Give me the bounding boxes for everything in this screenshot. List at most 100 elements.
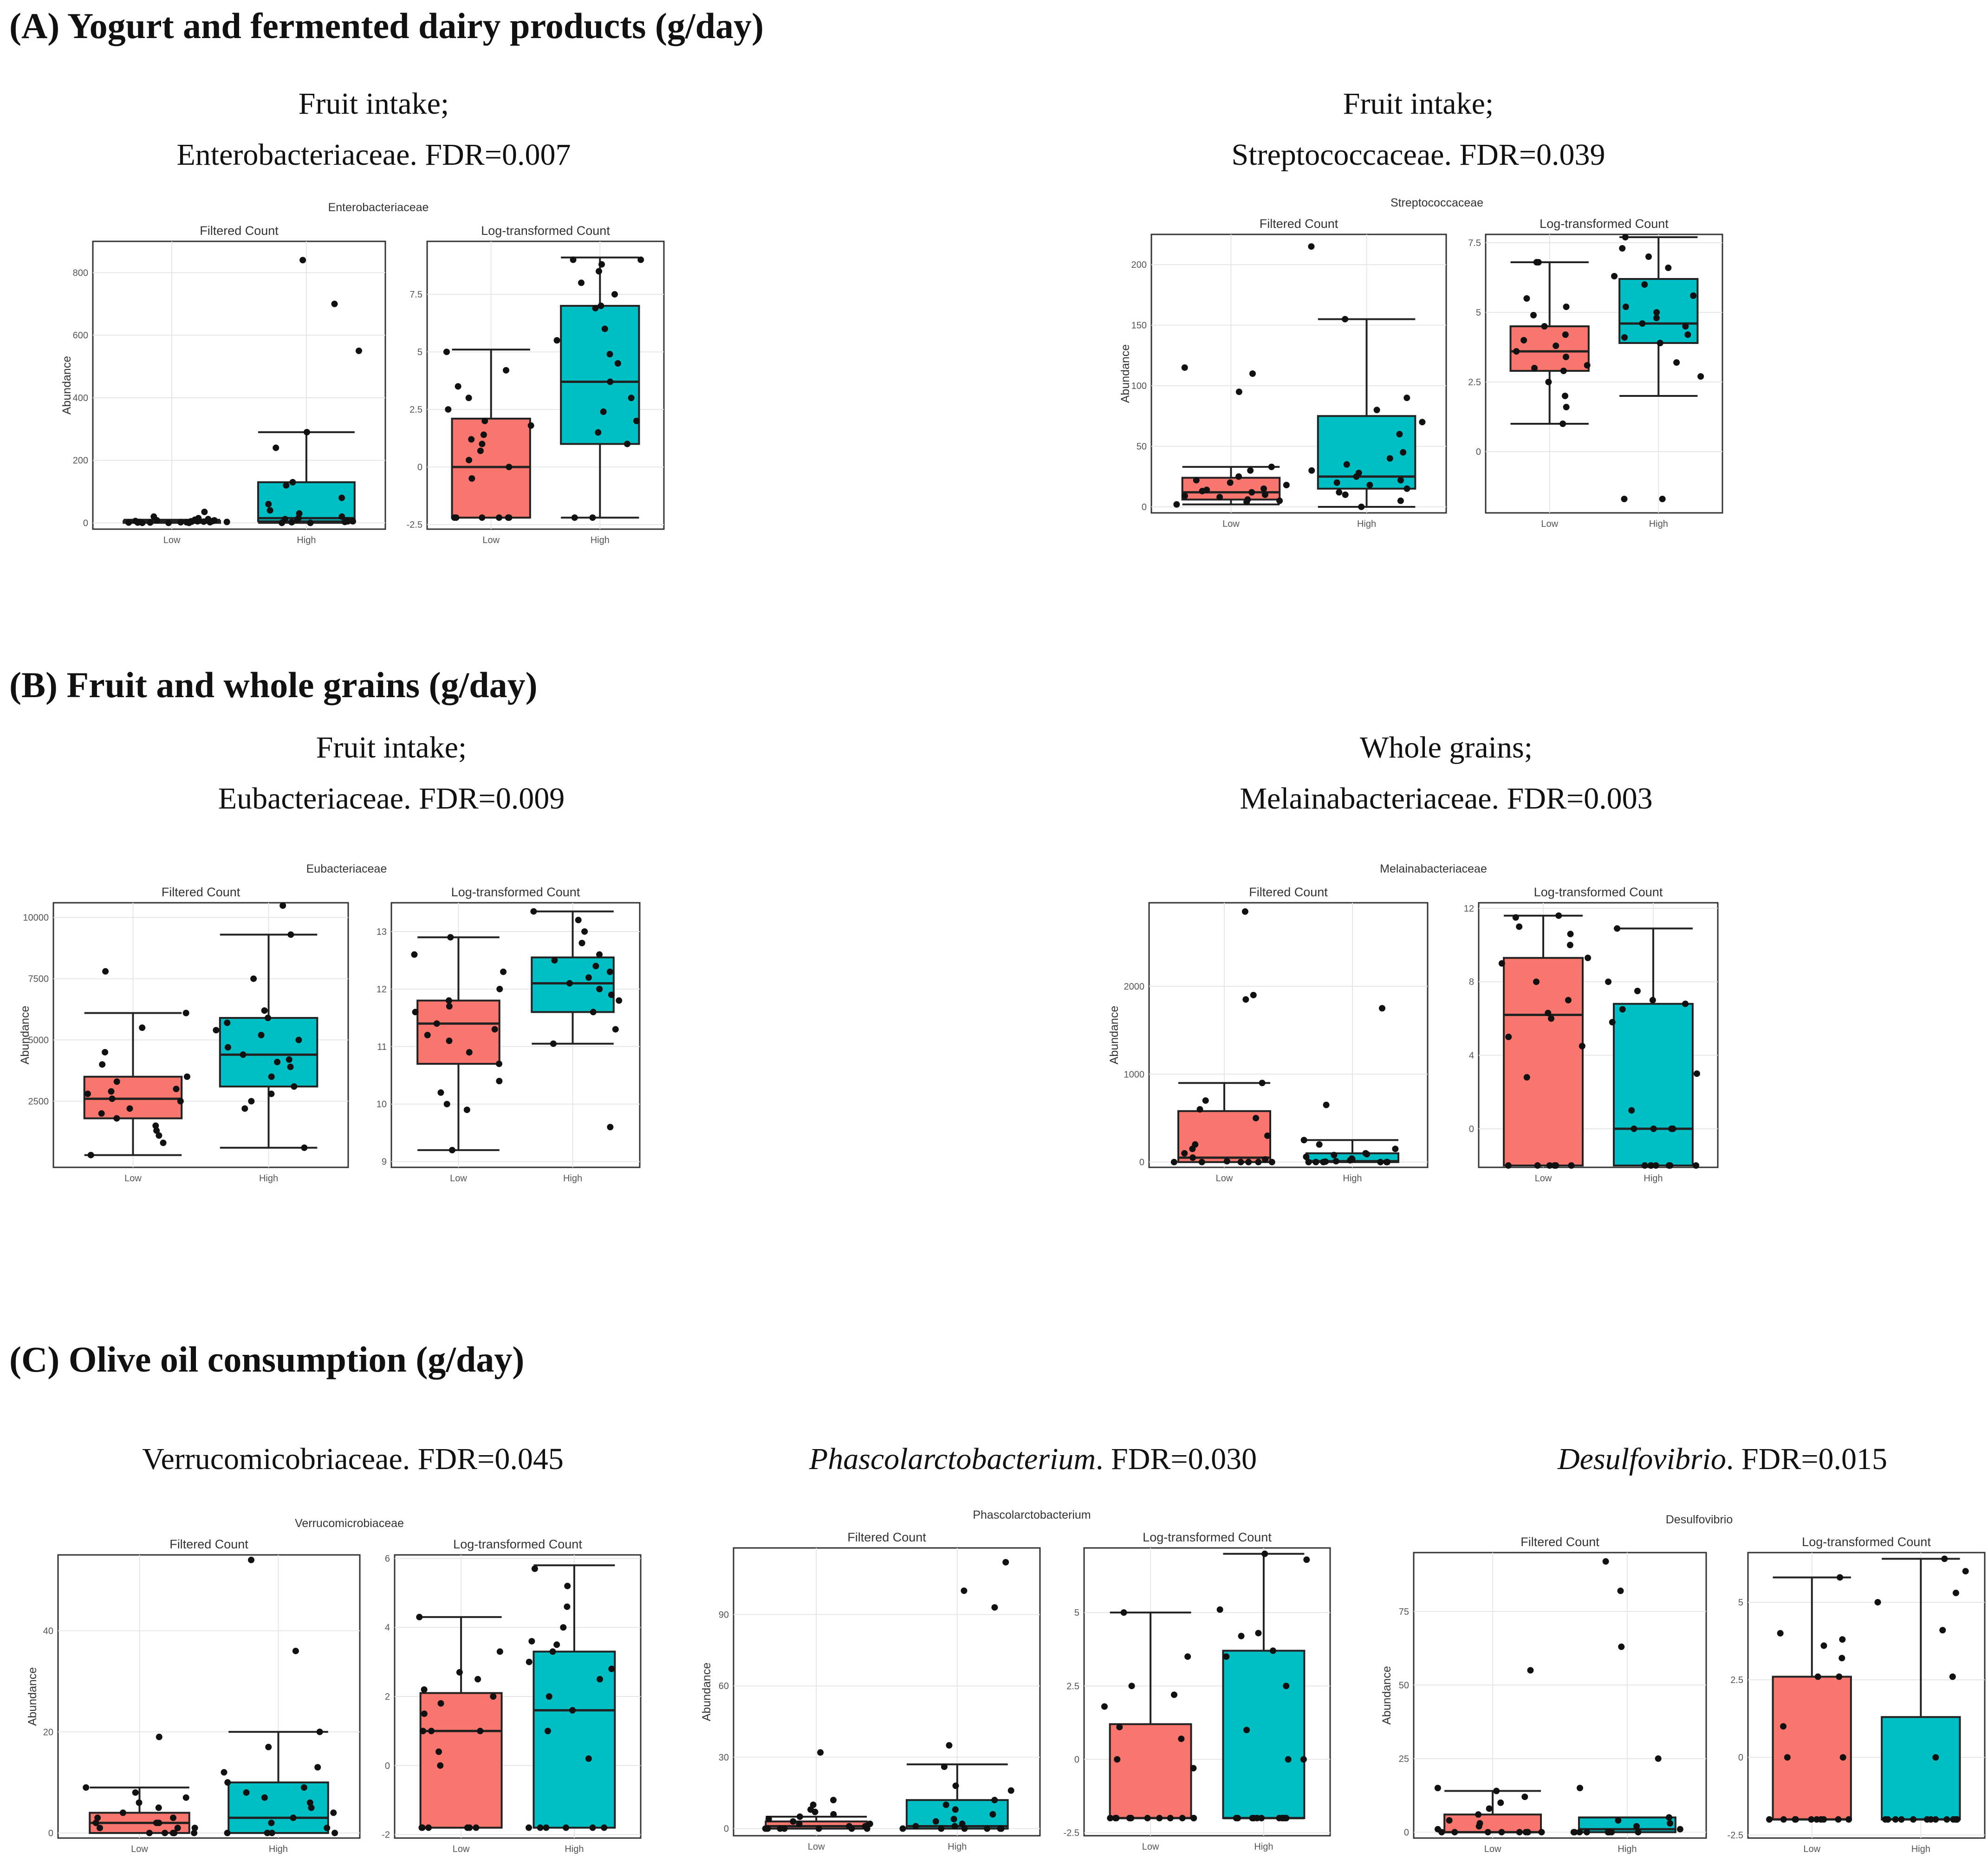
data-point bbox=[589, 514, 596, 521]
data-point bbox=[1178, 1735, 1185, 1742]
data-point bbox=[581, 928, 588, 935]
data-point bbox=[1584, 362, 1591, 369]
facet-label: Filtered Count bbox=[1520, 1535, 1599, 1549]
y-tick-label: 12 bbox=[377, 984, 387, 995]
data-point bbox=[527, 422, 534, 429]
y-tick-label: 0 bbox=[1142, 502, 1147, 512]
x-tick-label: Low bbox=[1541, 519, 1558, 529]
data-point bbox=[505, 514, 512, 521]
data-point bbox=[1527, 1667, 1534, 1674]
y-tick-label: 600 bbox=[73, 330, 88, 341]
facet-filtered: Filtered Count 0 30 60 90 Low High bbox=[719, 1530, 1041, 1852]
data-point bbox=[338, 494, 345, 501]
data-point bbox=[425, 1824, 432, 1831]
data-point bbox=[1618, 1643, 1625, 1650]
data-point bbox=[585, 974, 592, 981]
data-point bbox=[796, 1820, 803, 1827]
y-tick-label: 2500 bbox=[28, 1097, 49, 1107]
data-point bbox=[1808, 1816, 1815, 1823]
data-point bbox=[1227, 479, 1234, 486]
data-point bbox=[448, 1146, 455, 1153]
data-point bbox=[1839, 1754, 1846, 1761]
data-point bbox=[468, 436, 475, 443]
data-point bbox=[1323, 1101, 1330, 1108]
data-point bbox=[946, 1742, 953, 1749]
data-point bbox=[287, 931, 294, 938]
data-point bbox=[1837, 1574, 1844, 1581]
data-point bbox=[1579, 1042, 1585, 1049]
data-point bbox=[350, 518, 357, 525]
data-point bbox=[1446, 1817, 1453, 1824]
data-point bbox=[288, 519, 295, 526]
data-point bbox=[1576, 1829, 1583, 1836]
data-point bbox=[1249, 370, 1256, 377]
y-tick-label: 2.5 bbox=[409, 405, 422, 415]
data-point bbox=[174, 1825, 181, 1832]
y-axis-label: Abundance bbox=[26, 1667, 39, 1726]
y-tick-label: -2 bbox=[382, 1830, 390, 1840]
data-point bbox=[1566, 942, 1573, 949]
y-tick-label: 200 bbox=[1131, 260, 1147, 270]
y-tick-label: 12 bbox=[1464, 904, 1474, 914]
chart-title: Enterobacteriaceae bbox=[328, 201, 429, 214]
data-point bbox=[279, 902, 286, 909]
data-point bbox=[169, 1830, 176, 1837]
data-point bbox=[592, 304, 599, 311]
y-tick-label: 60 bbox=[719, 1681, 729, 1691]
data-point bbox=[1250, 991, 1257, 998]
data-point bbox=[445, 997, 452, 1004]
data-point bbox=[1258, 1815, 1265, 1822]
data-point bbox=[1250, 1815, 1257, 1822]
facet-label: Filtered Count bbox=[200, 224, 279, 238]
x-tick-label: High bbox=[948, 1842, 967, 1852]
chart-5: Verrucomicobriaceae. FDR=0.045 Verrucomic… bbox=[26, 1442, 642, 1854]
data-point bbox=[1602, 1558, 1609, 1565]
chart-title: Desulfovibrio bbox=[1666, 1513, 1733, 1526]
data-point bbox=[1336, 489, 1343, 496]
section-heading-b: (B) Fruit and whole grains (g/day) bbox=[9, 665, 538, 705]
data-point bbox=[1182, 492, 1189, 499]
data-point bbox=[1173, 501, 1180, 508]
data-point bbox=[912, 1823, 919, 1830]
data-point bbox=[160, 1139, 167, 1146]
data-point bbox=[607, 378, 614, 385]
data-point bbox=[496, 1078, 503, 1085]
data-point bbox=[1835, 1816, 1842, 1823]
data-point bbox=[608, 991, 615, 998]
data-point bbox=[528, 1638, 535, 1644]
data-point bbox=[1216, 494, 1223, 501]
data-point bbox=[951, 1823, 958, 1830]
facet-label: Log-transformed Count bbox=[1802, 1535, 1931, 1549]
y-tick-label: 2.5 bbox=[1066, 1681, 1079, 1691]
facet-label: Filtered Count bbox=[162, 885, 240, 899]
data-point bbox=[1248, 489, 1255, 496]
data-point bbox=[1611, 273, 1618, 279]
data-point bbox=[1516, 923, 1523, 930]
y-tick-label: 400 bbox=[73, 393, 88, 403]
data-point bbox=[589, 1824, 596, 1831]
x-tick-label: High bbox=[297, 535, 316, 545]
data-point bbox=[796, 1813, 803, 1820]
chart-6: Phascolarctobacterium. FDR=0.030Phascola… bbox=[700, 1442, 1331, 1852]
data-point bbox=[1255, 1630, 1262, 1637]
data-point bbox=[1238, 1632, 1245, 1639]
data-point bbox=[1665, 265, 1672, 271]
data-point bbox=[1419, 419, 1426, 426]
data-point bbox=[1190, 1815, 1197, 1822]
data-point bbox=[94, 1814, 101, 1821]
data-point bbox=[590, 1009, 597, 1016]
data-point bbox=[296, 510, 303, 517]
data-point bbox=[563, 1824, 570, 1831]
y-axis-label: Abundance bbox=[1108, 1006, 1121, 1065]
data-point bbox=[316, 1729, 323, 1735]
data-point bbox=[1565, 997, 1572, 1003]
box-high bbox=[1578, 1816, 1676, 1833]
facet-label: Filtered Count bbox=[1249, 885, 1328, 899]
data-point bbox=[525, 1824, 532, 1831]
data-point bbox=[1641, 1162, 1648, 1169]
data-point bbox=[126, 1105, 133, 1112]
data-point bbox=[1939, 1627, 1946, 1634]
x-tick-label: Low bbox=[1142, 1842, 1159, 1852]
data-point bbox=[1223, 1158, 1230, 1165]
y-tick-label: 8 bbox=[1469, 977, 1474, 987]
